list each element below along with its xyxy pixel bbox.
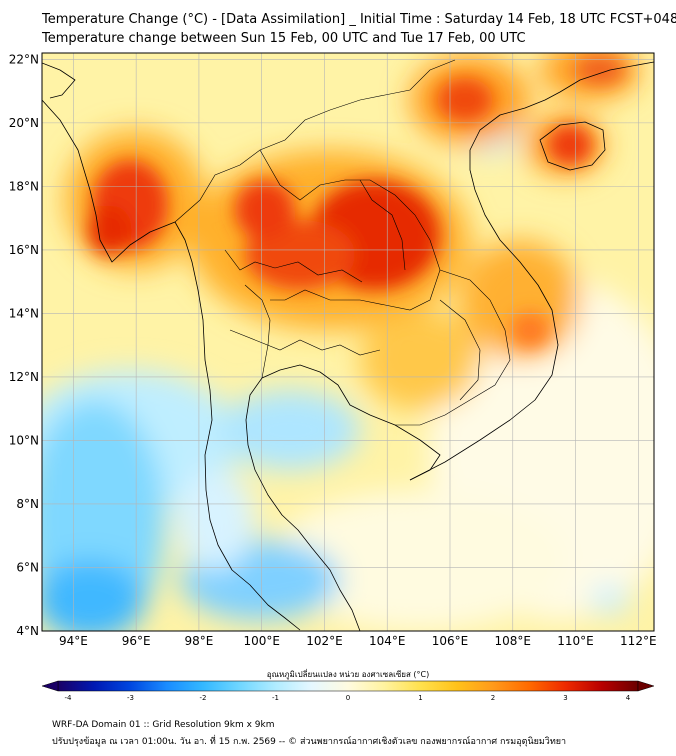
longitude-tick-label: 112°E bbox=[620, 634, 657, 648]
model-info: WRF-DA Domain 01 :: Grid Resolution 9km … bbox=[52, 720, 275, 730]
colorbar-label: อุณหภูมิเปลี่ยนแปลง หน่วย องศาเซลเซียส (… bbox=[267, 668, 429, 680]
colorbar-max-extend bbox=[637, 680, 655, 692]
latitude-tick-label: 6°N bbox=[16, 560, 39, 574]
longitude-tick-label: 96°E bbox=[122, 634, 151, 648]
latitude-tick-label: 16°N bbox=[9, 243, 39, 257]
colorbar-tick-label: -2 bbox=[200, 694, 207, 702]
latitude-tick-label: 22°N bbox=[9, 52, 39, 66]
longitude-tick-label: 94°E bbox=[59, 634, 88, 648]
longitude-tick-label: 98°E bbox=[184, 634, 213, 648]
longitude-labels: 94°E 96°E 98°E 100°E 102°E 104°E 106°E 108°E 110… bbox=[59, 634, 657, 648]
colorbar-tick-label: 1 bbox=[418, 694, 422, 702]
colorbar-tick-label: -4 bbox=[65, 694, 73, 702]
latitude-labels: 4°N 6°N 8°N 10°N 12°N 14°N 16°N 18°N 20°N 22°N bbox=[9, 52, 39, 638]
latitude-tick-label: 14°N bbox=[9, 306, 39, 320]
colorbar-tick-label: -1 bbox=[272, 694, 279, 702]
colorbar-tick-label: -3 bbox=[127, 694, 134, 702]
colorbar-tick-label: 4 bbox=[626, 694, 631, 702]
latitude-tick-label: 8°N bbox=[16, 497, 39, 511]
colorbar-tick-label: 2 bbox=[491, 694, 495, 702]
longitude-tick-label: 108°E bbox=[495, 634, 532, 648]
colorbar-ticks: -4 -3 -2 -1 0 1 2 3 4 bbox=[65, 694, 631, 702]
longitude-tick-label: 100°E bbox=[243, 634, 280, 648]
longitude-tick-label: 106°E bbox=[432, 634, 469, 648]
colorbar-min-extend bbox=[41, 680, 59, 692]
latitude-tick-label: 18°N bbox=[9, 179, 39, 193]
longitude-tick-label: 102°E bbox=[306, 634, 343, 648]
map-frame bbox=[41, 52, 655, 632]
colorbar-gradient bbox=[57, 680, 639, 692]
map-title: Temperature Change (°C) - [Data Assimila… bbox=[42, 12, 676, 27]
longitude-tick-label: 104°E bbox=[369, 634, 406, 648]
temperature-field bbox=[42, 53, 654, 631]
country-borders bbox=[174, 59, 511, 426]
longitude-tick-label: 110°E bbox=[557, 634, 594, 648]
map-subtitle: Temperature change between Sun 15 Feb, 0… bbox=[42, 31, 526, 46]
latitude-tick-label: 12°N bbox=[9, 370, 39, 384]
update-credit: ปรับปรุงข้อมูล ณ เวลา 01:00น. วัน อา. ที… bbox=[52, 737, 567, 747]
colorbar-tick-label: 0 bbox=[346, 694, 350, 702]
colorbar-tick-label: 3 bbox=[563, 694, 567, 702]
latitude-tick-label: 10°N bbox=[9, 433, 39, 447]
map-gridlines bbox=[42, 53, 654, 631]
latitude-tick-label: 4°N bbox=[16, 624, 39, 638]
latitude-tick-label: 20°N bbox=[9, 116, 39, 130]
coastlines bbox=[42, 61, 654, 631]
colorbar bbox=[41, 680, 655, 692]
